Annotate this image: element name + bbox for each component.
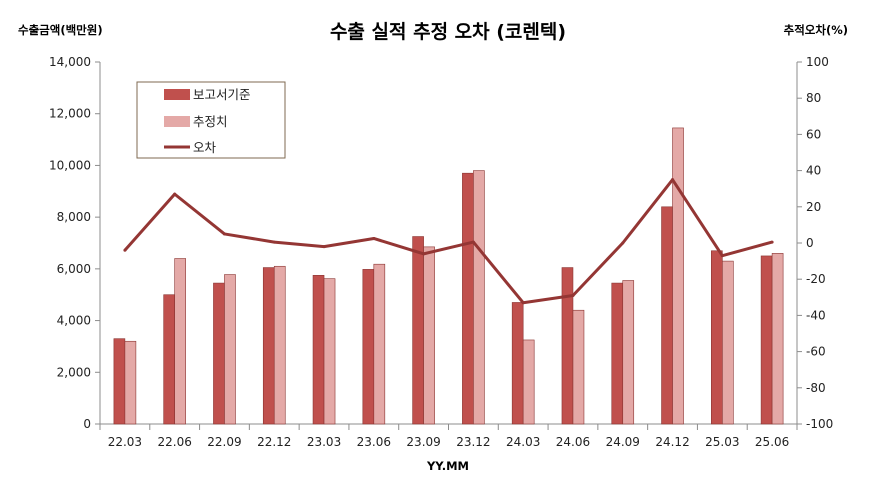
bar-estimate xyxy=(174,258,186,425)
bar-estimate xyxy=(722,260,734,425)
error-point xyxy=(422,252,426,256)
x-tick-label: 22.12 xyxy=(257,435,291,449)
error-line xyxy=(123,178,773,305)
x-tick-label: 22.03 xyxy=(108,435,142,449)
bar-report xyxy=(760,255,773,425)
bar-report xyxy=(262,267,275,425)
right-tick-label: -60 xyxy=(806,345,826,359)
right-tick-label: -80 xyxy=(806,381,826,395)
right-tick-label: -20 xyxy=(806,272,826,286)
error-point xyxy=(222,232,226,236)
bar-report xyxy=(462,172,474,425)
right-axis-title: 추적오차(%) xyxy=(784,23,848,37)
x-tick-label: 22.06 xyxy=(157,435,191,449)
bar-report xyxy=(312,275,325,425)
legend-label-error: 오차 xyxy=(193,140,217,155)
error-point xyxy=(322,245,326,249)
error-point xyxy=(521,301,525,305)
x-tick-label: 24.03 xyxy=(506,435,540,449)
x-tick-label: 23.03 xyxy=(307,435,341,449)
x-tick-label: 23.09 xyxy=(406,435,440,449)
chart-title: 수출 실적 추정 오차 (코렌텍) xyxy=(330,21,566,43)
error-point xyxy=(571,293,575,297)
right-tick-label: 40 xyxy=(806,164,821,178)
bar-estimate xyxy=(224,274,236,425)
x-tick-label: 22.09 xyxy=(207,435,241,449)
bar-estimate xyxy=(572,309,585,425)
bar-report xyxy=(163,294,175,425)
bar-estimate xyxy=(473,170,485,425)
bar-estimate xyxy=(672,127,684,425)
left-axis-title: 수출금액(백만원) xyxy=(18,23,103,37)
left-tick-label: 2,000 xyxy=(57,365,91,379)
plot-area: 0 2,000 4,000 6,000 8,000 10,000 12,000 14,000 -… xyxy=(49,55,833,449)
x-tick-label: 24.09 xyxy=(606,435,640,449)
bar-estimate xyxy=(423,246,435,425)
bar-estimate xyxy=(273,265,286,425)
left-tick-label: 12,000 xyxy=(49,107,91,121)
x-tick-label: 24.06 xyxy=(556,435,590,449)
right-tick-label: 100 xyxy=(806,55,829,69)
x-tick-label: 25.06 xyxy=(755,435,789,449)
error-point xyxy=(123,248,127,252)
error-point xyxy=(621,241,625,245)
right-tick-label: -40 xyxy=(806,308,826,322)
right-tick-label: -100 xyxy=(806,417,833,431)
x-tick-label: 23.12 xyxy=(456,435,490,449)
x-tick-label: 24.12 xyxy=(655,435,689,449)
bar-report xyxy=(412,236,424,425)
x-tick-label: 25.03 xyxy=(705,435,739,449)
legend-swatch-estimate xyxy=(164,116,190,127)
error-point xyxy=(272,240,276,244)
bar-estimate xyxy=(622,280,635,425)
legend-label-report: 보고서기준 xyxy=(193,87,251,102)
bar-report xyxy=(511,302,524,425)
bar-estimate xyxy=(323,278,336,425)
left-tick-label: 14,000 xyxy=(49,55,91,69)
left-tick-label: 4,000 xyxy=(57,314,91,328)
left-tick-label: 10,000 xyxy=(49,158,91,172)
legend: 보고서기준 추정치 오차 xyxy=(136,81,286,159)
bar-report xyxy=(113,338,126,425)
legend-label-estimate: 추정치 xyxy=(193,114,228,129)
x-axis-title: YY.MM xyxy=(426,459,469,473)
left-tick-label: 6,000 xyxy=(57,262,91,276)
x-tick-label: 23.06 xyxy=(357,435,391,449)
bar-report xyxy=(711,250,723,425)
right-tick-label: 60 xyxy=(806,127,821,141)
error-point xyxy=(770,240,774,244)
bar-report xyxy=(213,282,225,425)
bar-report xyxy=(561,267,574,425)
error-point xyxy=(372,236,376,240)
bar-estimate xyxy=(771,253,784,425)
right-tick-label: 80 xyxy=(806,91,821,105)
bar-report xyxy=(611,282,624,425)
left-tick-label: 8,000 xyxy=(57,210,91,224)
left-tick-label: 0 xyxy=(83,417,91,431)
right-tick-label: 20 xyxy=(806,200,821,214)
error-point xyxy=(671,178,675,182)
error-point xyxy=(471,240,475,244)
bar-estimate xyxy=(124,340,137,425)
error-point xyxy=(720,254,724,258)
error-point xyxy=(173,192,177,196)
bar-report xyxy=(661,206,673,425)
right-tick-label: 0 xyxy=(806,236,814,250)
bar-estimate xyxy=(522,339,535,425)
legend-swatch-report xyxy=(164,89,190,100)
bar-report xyxy=(362,269,375,425)
legend-box xyxy=(136,81,286,159)
bar-estimate xyxy=(373,263,386,425)
